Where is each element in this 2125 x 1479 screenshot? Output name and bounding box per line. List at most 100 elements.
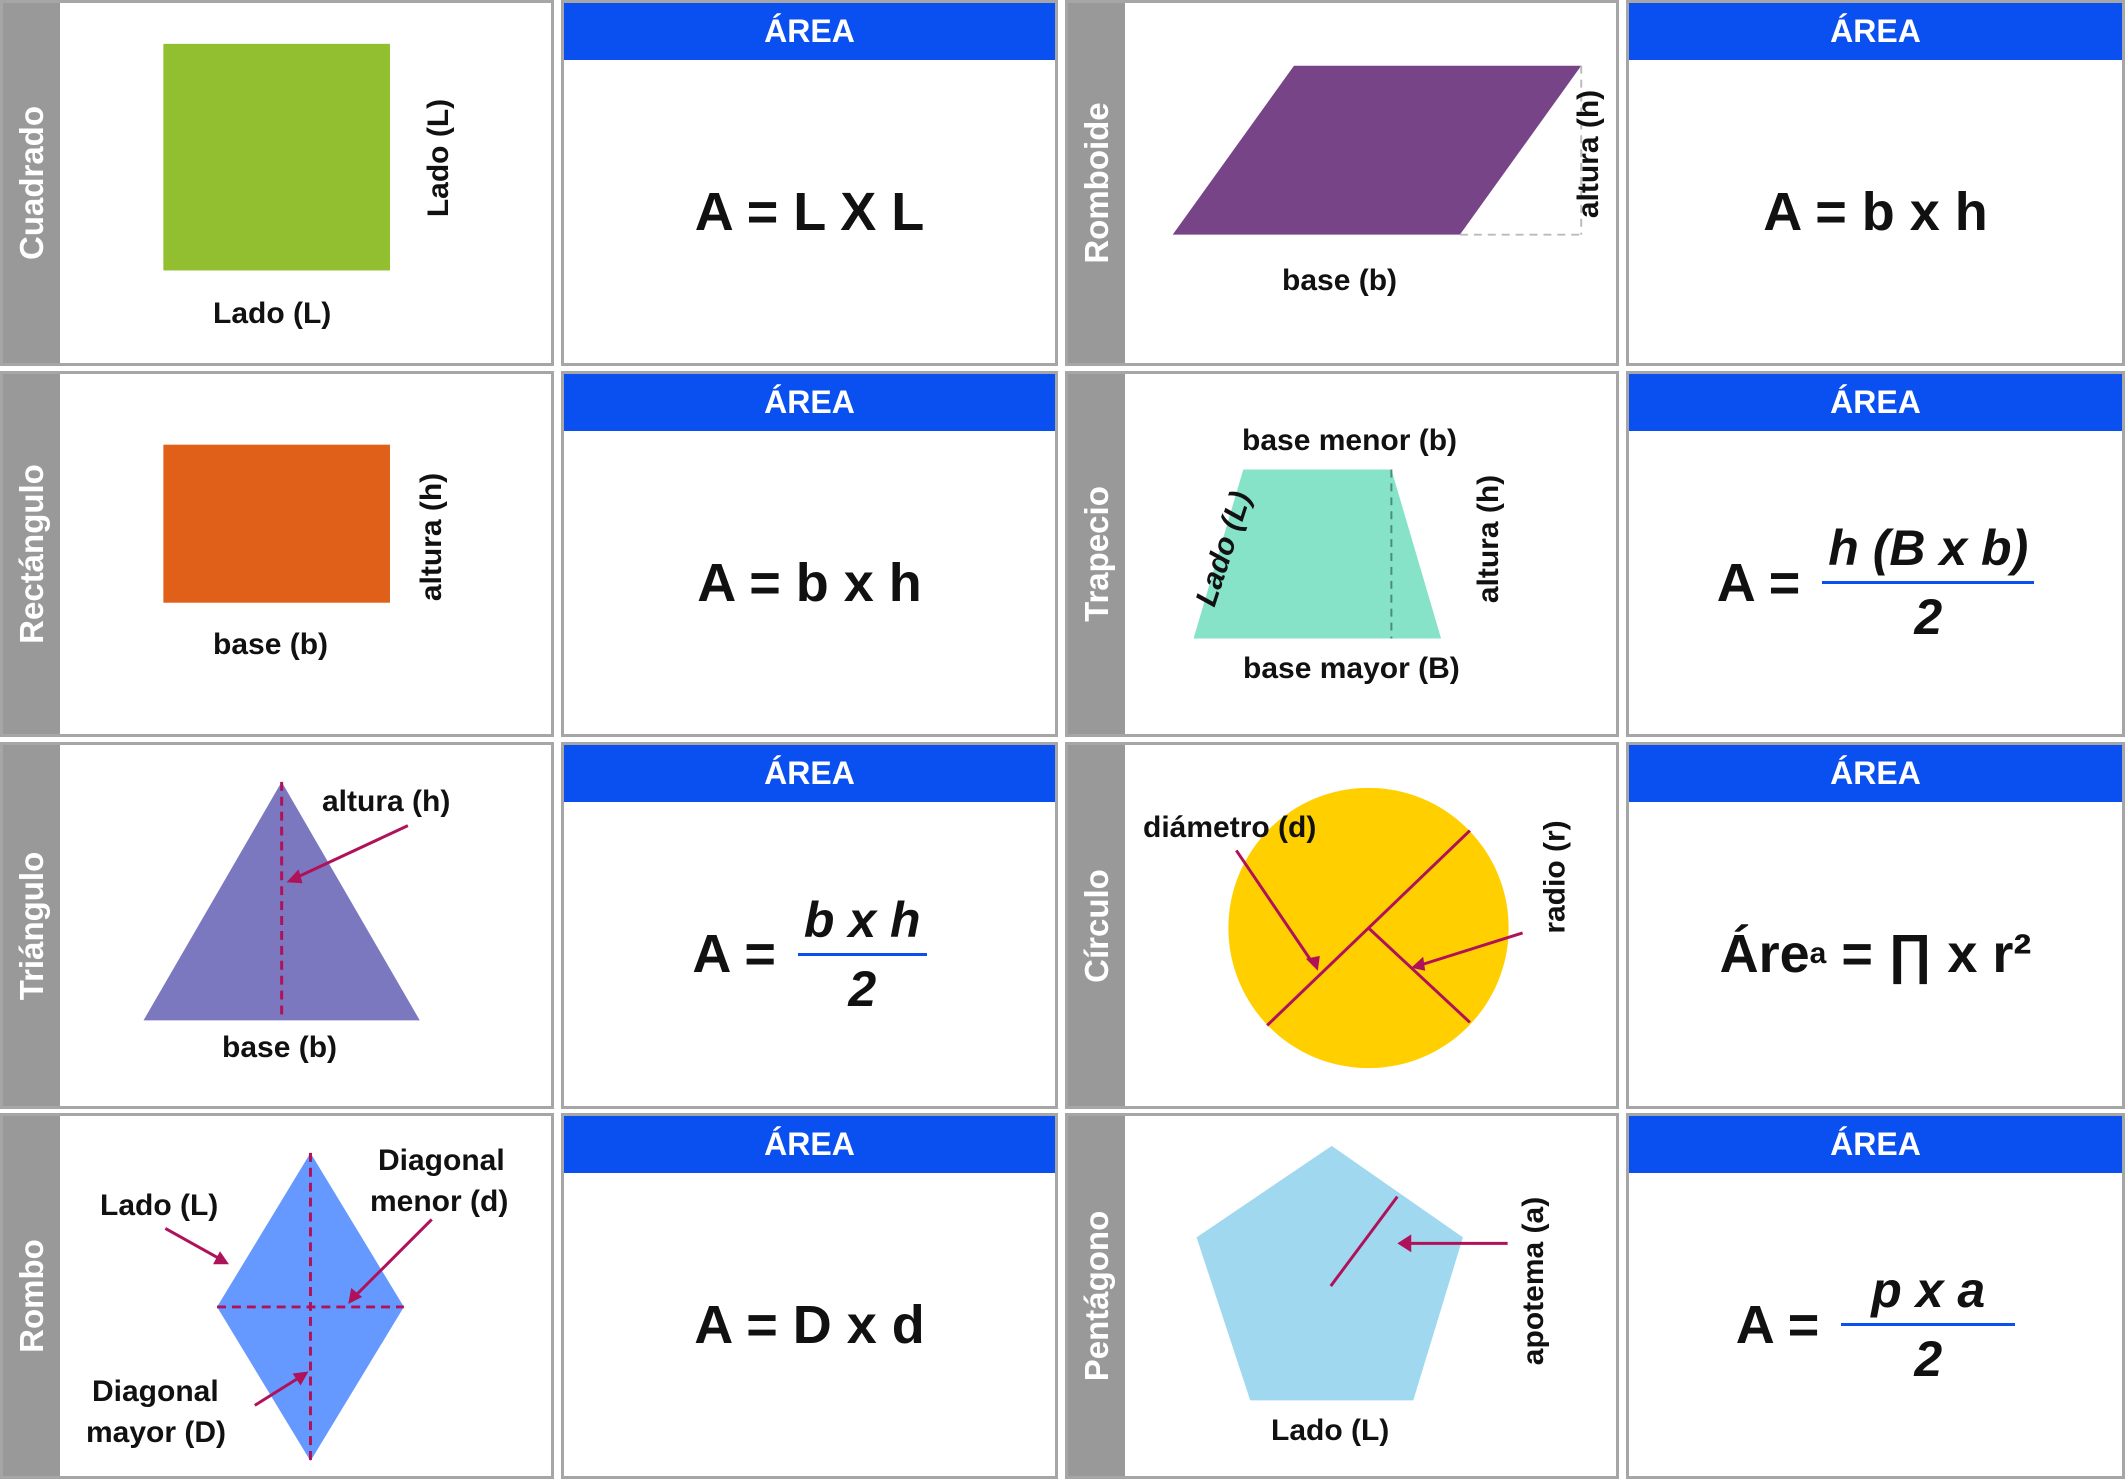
side-label: Lado (L) xyxy=(100,1189,219,1222)
shape-name: Triángulo xyxy=(12,851,50,1000)
pentagon-figure-card: Pentágono apotema (a) Lado (L) xyxy=(1065,1113,1619,1479)
major-diagonal-arrowhead xyxy=(292,1371,309,1386)
area-header: ÁREA xyxy=(564,3,1055,60)
triangle-figure-card: Triángulo altura (h) base (b) xyxy=(0,742,554,1109)
height-label: altura (h) xyxy=(322,785,451,818)
shape-name-bar: Pentágono xyxy=(1068,1116,1125,1476)
area-formula: A = D x d xyxy=(694,1294,925,1355)
fraction-denominator: 2 xyxy=(848,960,877,1017)
square-diagram xyxy=(163,43,390,271)
side-bottom-label: Lado (L) xyxy=(213,297,332,330)
rhomboid-diagram xyxy=(1172,65,1583,236)
circle-diagram xyxy=(1228,787,1524,1069)
diameter-label: diámetro (d) xyxy=(1143,811,1317,844)
diameter-arrowhead xyxy=(1305,955,1320,971)
fraction-numerator: h (B x b) xyxy=(1822,519,2035,584)
circle-area-card: ÁREA Áre a = ∏ x r² xyxy=(1626,742,2125,1109)
side-arrowhead xyxy=(213,1251,229,1265)
triangle-shape xyxy=(143,781,420,1021)
area-formula: Áre a = ∏ x r² xyxy=(1719,924,2032,984)
area-header: ÁREA xyxy=(1629,3,2122,60)
base-label: base (b) xyxy=(213,628,329,661)
shape-name: Círculo xyxy=(1077,868,1115,983)
radius-arrow xyxy=(1417,931,1524,968)
formula-lhs: A = xyxy=(692,924,776,984)
radius-arrowhead xyxy=(1411,956,1426,971)
formula-main: Áre xyxy=(1719,924,1810,984)
shape-name-bar: Cuadrado xyxy=(3,3,60,363)
side-label: Lado (L) xyxy=(1271,1414,1390,1447)
minor-diagonal-label-2: menor (d) xyxy=(370,1185,509,1218)
major-diagonal-arrow xyxy=(254,1374,304,1407)
area-formula: A = L X L xyxy=(694,181,925,242)
circle-figure-card: Círculo diámetro (d) radio (r) xyxy=(1065,742,1619,1109)
rectangle-figure-card: Rectángulo base (b) altura (h) xyxy=(0,371,554,737)
rectangle-shape xyxy=(163,444,390,603)
fraction-denominator: 2 xyxy=(1914,589,1943,645)
area-header: ÁREA xyxy=(564,374,1055,431)
pentagon-shape xyxy=(1196,1145,1463,1401)
rhombus-area-card: ÁREA A = D x d xyxy=(561,1113,1058,1479)
area-header: ÁREA xyxy=(1629,374,2122,431)
minor-diagonal-arrowhead xyxy=(348,1288,363,1304)
area-formula: A = h (B x b) 2 xyxy=(1629,431,2122,734)
shape-name: Rectángulo xyxy=(12,464,50,644)
major-diagonal-label-1: Diagonal xyxy=(92,1375,219,1408)
triangle-diagram xyxy=(143,781,420,1021)
diameter-line xyxy=(1266,829,1471,1027)
shape-name: Romboide xyxy=(1077,102,1115,264)
rectangle-area-card: ÁREA A = b x h xyxy=(561,371,1058,737)
area-header: ÁREA xyxy=(1629,745,2122,802)
fraction-numerator: b x h xyxy=(797,891,927,956)
base-label: base (b) xyxy=(222,1031,338,1064)
height-arrow xyxy=(289,824,409,882)
minor-diagonal-label-1: Diagonal xyxy=(378,1144,505,1177)
area-formula: A = p x a 2 xyxy=(1629,1173,2122,1476)
fraction-denominator: 2 xyxy=(1914,1331,1943,1387)
trapezoid-shape xyxy=(1193,469,1442,639)
square-figure-card: Cuadrado Lado (L) Lado (L) xyxy=(0,0,554,366)
trapezoid-area-card: ÁREA A = h (B x b) 2 xyxy=(1626,371,2125,737)
shape-name: Pentágono xyxy=(1077,1210,1115,1382)
height-label: altura (h) xyxy=(1572,89,1606,219)
square-area-card: ÁREA A = L X L xyxy=(561,0,1058,366)
shape-name: Trapecio xyxy=(1077,486,1115,622)
formula-rest: = ∏ x r² xyxy=(1826,924,2032,984)
shape-name: Rombo xyxy=(12,1239,50,1353)
shape-name-bar: Romboide xyxy=(1068,3,1125,363)
pentagon-diagram xyxy=(1196,1145,1508,1401)
shape-name-bar: Triángulo xyxy=(3,745,60,1106)
radius-line xyxy=(1367,926,1471,1024)
height-arrowhead xyxy=(286,869,303,884)
shape-name-bar: Círculo xyxy=(1068,745,1125,1106)
rhomboid-area-card: ÁREA A = b x h xyxy=(1626,0,2125,366)
fraction: b x h 2 xyxy=(797,891,927,1018)
diameter-arrow xyxy=(1235,849,1316,966)
apothem-line xyxy=(1329,1195,1399,1287)
rhomboid-shape xyxy=(1172,65,1582,235)
area-header: ÁREA xyxy=(1629,1116,2122,1173)
trapezoid-diagram xyxy=(1193,469,1442,639)
height-label: altura (h) xyxy=(415,472,449,602)
radius-label: radio (r) xyxy=(1538,820,1572,934)
rhombus-figure-card: Rombo Lado (L) Diagonal menor (d) Diagon… xyxy=(0,1113,554,1479)
square-shape xyxy=(163,43,390,271)
apothem-label: apotema (a) xyxy=(1517,1196,1551,1366)
rectangle-diagram xyxy=(163,444,390,603)
shape-name: Cuadrado xyxy=(12,105,50,261)
apothem-arrowhead xyxy=(1397,1234,1412,1253)
fraction: p x a 2 xyxy=(1841,1261,2016,1388)
side-arrow xyxy=(164,1227,225,1263)
height-label: altura (h) xyxy=(1472,474,1506,604)
shape-name-bar: Trapecio xyxy=(1068,374,1125,734)
shape-name-bar: Rombo xyxy=(3,1116,60,1476)
top-base-label: base menor (b) xyxy=(1242,424,1458,457)
major-diagonal-label-2: mayor (D) xyxy=(86,1416,227,1449)
shape-name-bar: Rectángulo xyxy=(3,374,60,734)
area-formula: A = b x h xyxy=(1763,181,1988,242)
rhombus-diagram xyxy=(164,1152,433,1461)
fraction-numerator: p x a xyxy=(1841,1261,2016,1326)
area-header: ÁREA xyxy=(564,1116,1055,1173)
pentagon-area-card: ÁREA A = p x a 2 xyxy=(1626,1113,2125,1479)
area-header: ÁREA xyxy=(564,745,1055,802)
